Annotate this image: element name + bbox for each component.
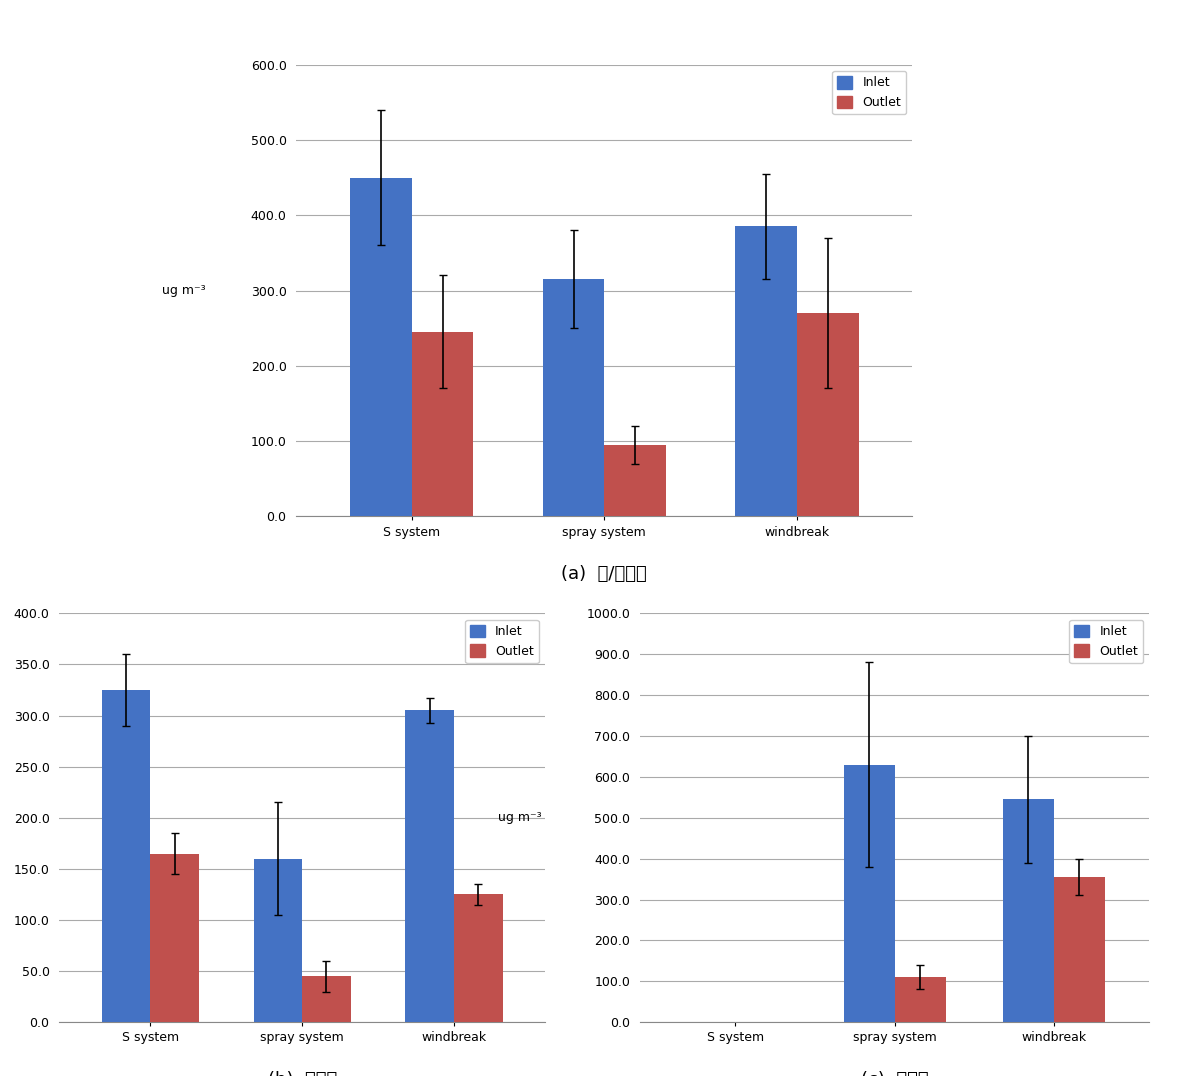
Bar [604, 445, 666, 516]
Bar [351, 178, 412, 516]
Bar [102, 690, 150, 1022]
Bar [796, 313, 858, 516]
Text: (c)  겨울철: (c) 겨울철 [860, 1071, 929, 1076]
Bar [150, 853, 199, 1022]
Bar [543, 280, 604, 516]
Bar [302, 976, 351, 1022]
Bar [844, 765, 895, 1022]
Y-axis label: ug m⁻³: ug m⁻³ [162, 284, 206, 297]
Text: (a)  봄/가을철: (a) 봄/가을철 [562, 565, 647, 583]
Text: (b)  여름철: (b) 여름철 [268, 1071, 337, 1076]
Bar [1053, 877, 1104, 1022]
Bar [405, 710, 454, 1022]
Legend: Inlet, Outlet: Inlet, Outlet [1069, 620, 1144, 663]
Bar [735, 227, 796, 516]
Bar [454, 894, 502, 1022]
Legend: Inlet, Outlet: Inlet, Outlet [465, 620, 539, 663]
Y-axis label: ug m⁻³: ug m⁻³ [498, 811, 542, 824]
Legend: Inlet, Outlet: Inlet, Outlet [832, 71, 907, 114]
Bar [895, 977, 946, 1022]
Bar [412, 332, 474, 516]
Bar [1003, 799, 1053, 1022]
Bar [254, 859, 302, 1022]
